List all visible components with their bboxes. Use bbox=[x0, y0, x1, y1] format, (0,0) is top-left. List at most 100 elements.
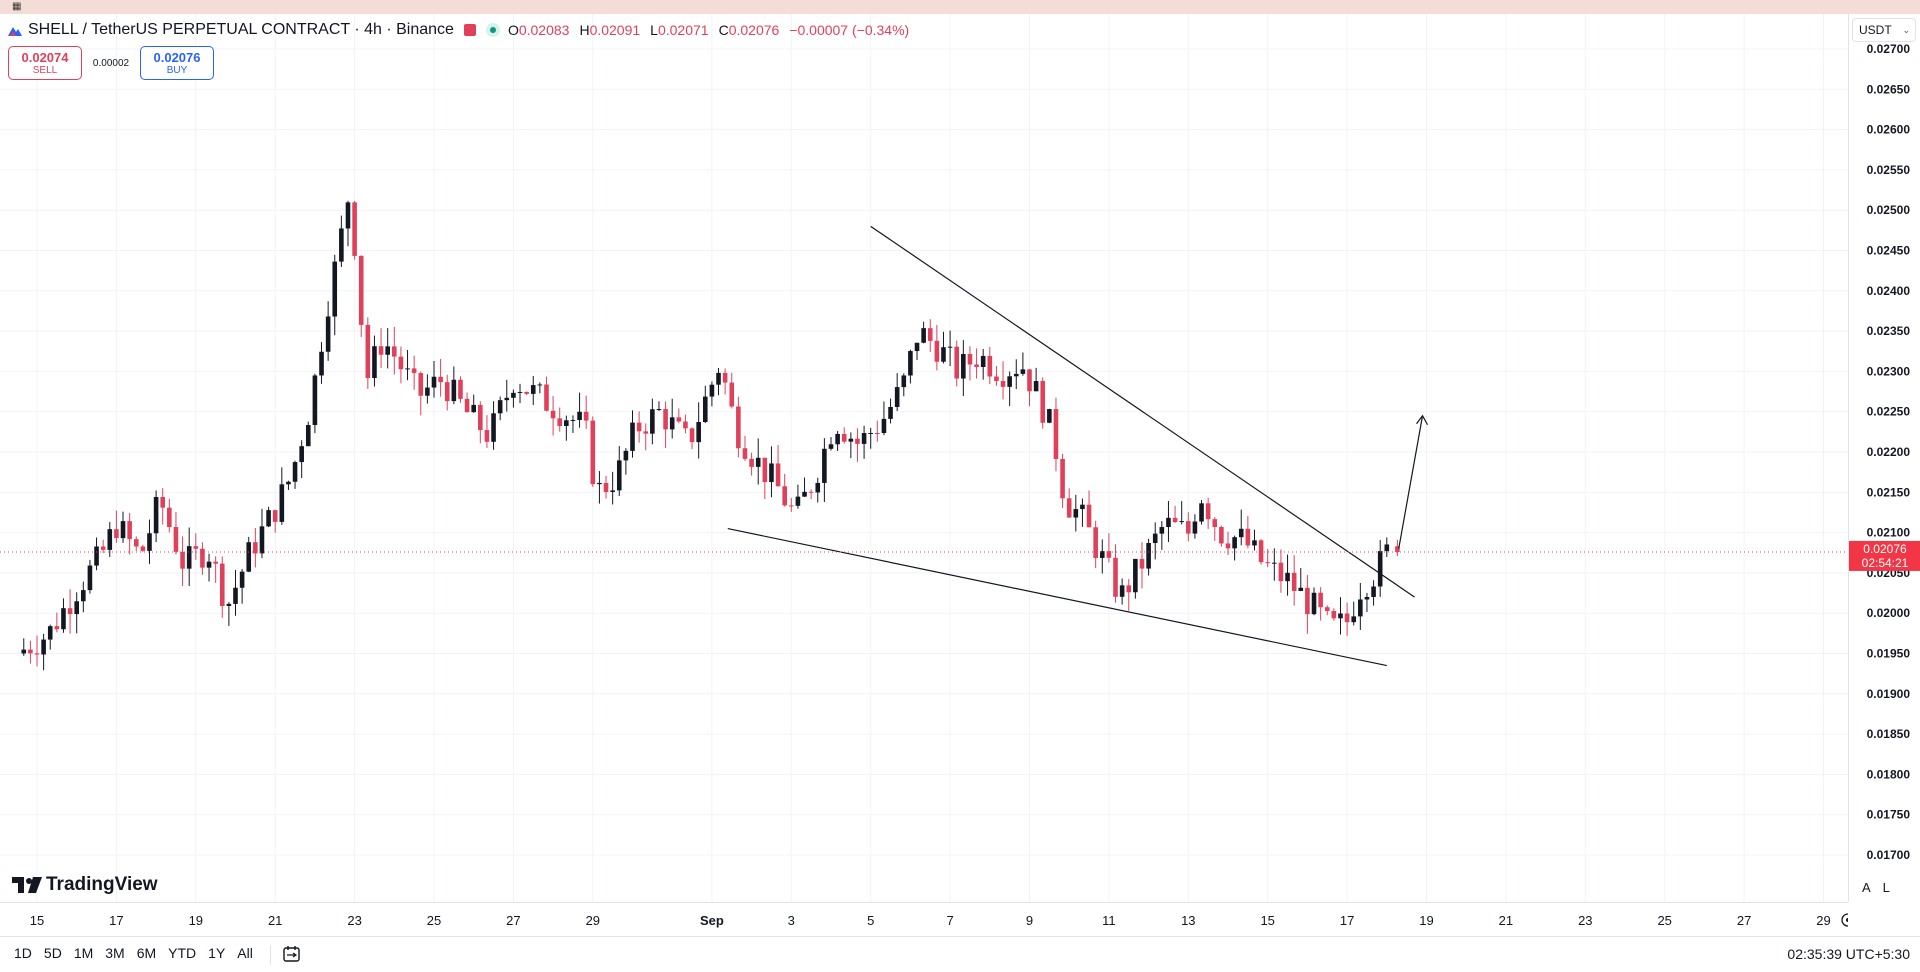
candle-body bbox=[980, 355, 986, 367]
candle-body bbox=[669, 417, 675, 430]
candle bbox=[636, 411, 642, 443]
symbol-logo-icon bbox=[8, 27, 22, 36]
candle bbox=[173, 512, 179, 555]
candle bbox=[497, 396, 503, 421]
time-axis[interactable]: 15 17 19 21 23 25 27 29 Sep 3 5 7 9 11 13 15 17 19 21 23 25 2… bbox=[0, 902, 1855, 936]
candle-body bbox=[1371, 586, 1376, 597]
time-tick-label: 21 bbox=[268, 913, 282, 928]
alert-flag-icon[interactable] bbox=[463, 24, 476, 36]
top-strip: ▦ bbox=[0, 0, 1920, 14]
candle-body bbox=[292, 462, 298, 482]
candle bbox=[782, 473, 787, 507]
candle-body bbox=[550, 410, 556, 419]
candle-body bbox=[167, 507, 172, 528]
candle bbox=[815, 477, 821, 503]
range-ytd[interactable]: YTD bbox=[168, 945, 197, 961]
candle-body bbox=[1106, 551, 1112, 558]
candle bbox=[875, 420, 880, 442]
candle-body bbox=[1272, 562, 1277, 564]
candle bbox=[365, 317, 371, 389]
candle-body bbox=[941, 347, 946, 362]
candle bbox=[709, 381, 715, 407]
tradingview-wordmark: TradingView bbox=[46, 874, 158, 895]
candle-body bbox=[87, 565, 93, 591]
candle bbox=[1324, 605, 1330, 616]
log-scale-button[interactable]: L bbox=[1882, 880, 1890, 895]
candle-body bbox=[841, 433, 847, 442]
candle bbox=[444, 374, 450, 411]
candle-body bbox=[716, 372, 721, 385]
candle-body bbox=[861, 433, 867, 444]
candle bbox=[193, 533, 199, 560]
candle bbox=[47, 624, 53, 650]
candle-body bbox=[94, 546, 99, 566]
candle bbox=[577, 392, 582, 428]
candle bbox=[669, 398, 675, 439]
candle bbox=[1232, 535, 1237, 561]
auto-scale-button[interactable]: A bbox=[1862, 880, 1871, 895]
high-value: 0.02091 bbox=[589, 22, 641, 38]
candle bbox=[1033, 367, 1039, 392]
candle-body bbox=[160, 496, 166, 508]
candle-body bbox=[286, 481, 291, 485]
candle bbox=[1238, 509, 1244, 546]
candle-body bbox=[319, 351, 324, 376]
tradingview-logo[interactable]: TradingView bbox=[12, 874, 158, 896]
time-tick-label: 3 bbox=[788, 913, 795, 928]
price-tick-label: 0.01700 bbox=[1867, 848, 1911, 862]
candle-body bbox=[266, 510, 271, 527]
candle-body bbox=[1364, 596, 1370, 600]
candle-body bbox=[239, 571, 245, 588]
candle bbox=[1073, 494, 1079, 532]
price-tick-label: 0.01800 bbox=[1867, 767, 1911, 781]
range-3m[interactable]: 3M bbox=[105, 945, 125, 961]
candle-body bbox=[1119, 585, 1125, 597]
candle bbox=[504, 379, 510, 412]
range-6m[interactable]: 6M bbox=[136, 945, 157, 961]
candle-body bbox=[41, 639, 46, 655]
candle-body bbox=[1278, 562, 1284, 582]
candle-body bbox=[1252, 540, 1257, 546]
candle-body bbox=[372, 346, 377, 379]
scale-buttons: A L bbox=[1862, 880, 1890, 895]
candle-body bbox=[153, 496, 159, 534]
layout-icon[interactable]: ▦ bbox=[12, 1, 22, 12]
candle bbox=[67, 589, 73, 634]
symbol-title[interactable]: SHELL / TetherUS PERPETUAL CONTRACT · 4h… bbox=[28, 21, 454, 38]
candle bbox=[822, 438, 827, 502]
candle-body bbox=[742, 448, 748, 459]
candle bbox=[153, 490, 159, 543]
settings-icon[interactable] bbox=[1841, 913, 1855, 927]
price-axis[interactable]: 0.02700 0.02650 0.02600 0.02550 0.02500 0.024… bbox=[1848, 14, 1920, 902]
candle bbox=[1318, 587, 1323, 621]
candle bbox=[1146, 538, 1151, 576]
range-all[interactable]: All bbox=[237, 945, 253, 961]
buy-button[interactable]: 0.02076 BUY bbox=[140, 46, 214, 80]
candle bbox=[1278, 549, 1284, 593]
chart-canvas[interactable] bbox=[0, 14, 1848, 902]
date-range-icon[interactable] bbox=[282, 945, 302, 963]
candle bbox=[696, 402, 701, 459]
sell-button[interactable]: 0.02074 SELL bbox=[8, 46, 82, 80]
time-tick-label: 19 bbox=[1419, 913, 1433, 928]
candle-body bbox=[597, 482, 602, 485]
range-1y[interactable]: 1Y bbox=[208, 945, 226, 961]
candle-body bbox=[107, 529, 113, 550]
buy-price: 0.02076 bbox=[153, 50, 201, 65]
time-tick-label: 17 bbox=[1340, 913, 1354, 928]
range-1d[interactable]: 1D bbox=[14, 945, 32, 961]
candle bbox=[630, 410, 635, 458]
currency-selector[interactable]: USDT ⌄ bbox=[1852, 18, 1916, 42]
chart-area[interactable] bbox=[0, 14, 1848, 902]
range-1m[interactable]: 1M bbox=[73, 945, 94, 961]
market-status-icon[interactable] bbox=[485, 23, 500, 37]
candle bbox=[775, 445, 781, 487]
time-tick-label: 23 bbox=[347, 913, 361, 928]
candle-body bbox=[676, 417, 682, 422]
candle-body bbox=[967, 354, 973, 365]
range-5d[interactable]: 5D bbox=[43, 945, 62, 961]
candle bbox=[358, 255, 364, 337]
clock-display[interactable]: 02:35:39 UTC+5:30 bbox=[1787, 946, 1910, 962]
current-price-label: 0.02076 bbox=[1863, 542, 1907, 556]
candle bbox=[312, 373, 318, 434]
